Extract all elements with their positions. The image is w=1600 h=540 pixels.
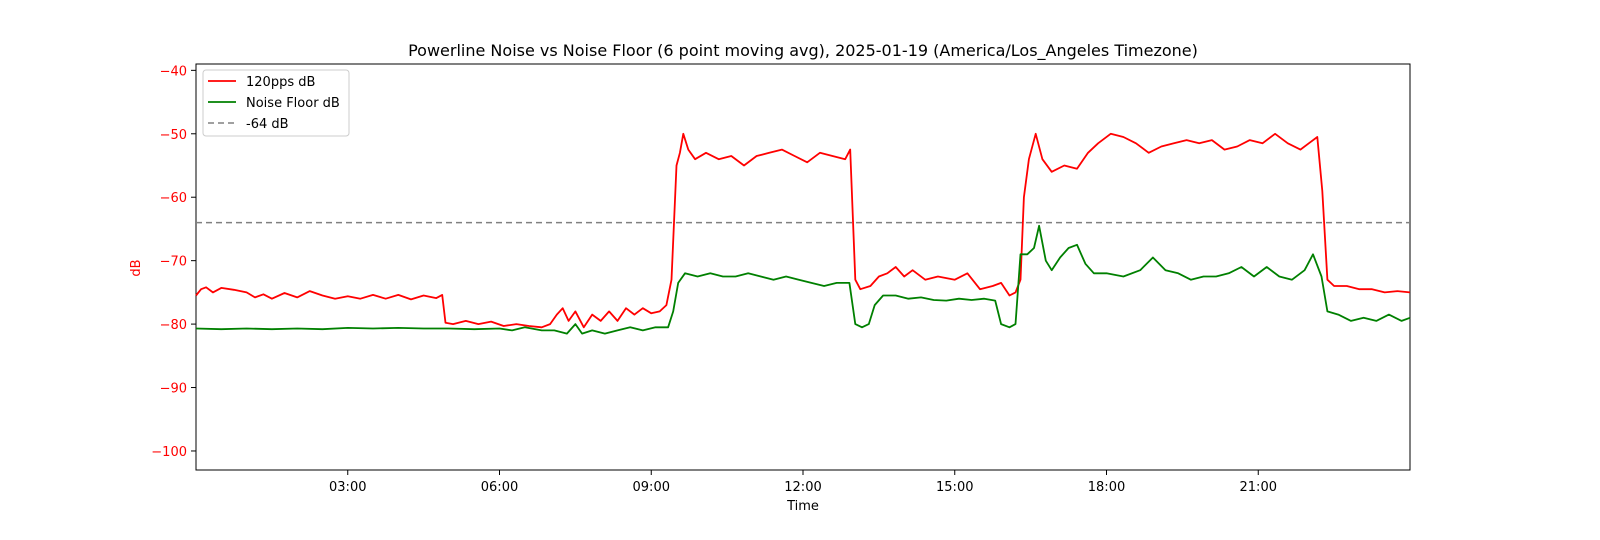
legend-label-1: Noise Floor dB	[246, 96, 340, 111]
x-tick-label: 18:00	[1088, 480, 1125, 495]
series-line-0	[195, 132, 1411, 329]
y-tick-label: −50	[160, 128, 187, 143]
y-tick-label: −60	[160, 191, 187, 206]
x-axis-label: Time	[786, 499, 819, 514]
plot-frame	[195, 63, 1411, 471]
y-tick-label: −70	[160, 255, 187, 270]
x-tick-label: 06:00	[481, 480, 518, 495]
x-tick-label: 12:00	[784, 480, 821, 495]
y-tick-label: −100	[151, 445, 187, 460]
x-tick-label: 15:00	[936, 480, 973, 495]
x-tick-label: 03:00	[329, 480, 366, 495]
legend-frame	[202, 69, 350, 137]
y-tick-label: −90	[160, 382, 187, 397]
y-tick-label: −80	[160, 318, 187, 333]
y-axis-label: dB	[129, 259, 144, 276]
legend-label-2: -64 dB	[246, 117, 289, 132]
plot-area	[195, 63, 1411, 471]
x-tick-label: 09:00	[633, 480, 670, 495]
x-tick-label: 21:00	[1240, 480, 1277, 495]
y-axis: −40 −50 −60 −70 −80 −90 −100	[151, 64, 196, 460]
series-layer	[195, 132, 1411, 335]
legend-label-0: 120pps dB	[246, 75, 315, 90]
chart-title: Powerline Noise vs Noise Floor (6 point …	[408, 41, 1198, 61]
series-line-1	[195, 224, 1411, 335]
y-tick-label: −40	[160, 64, 187, 79]
legend: 120pps dB Noise Floor dB -64 dB	[202, 69, 350, 137]
x-axis: 03:00 06:00 09:00 12:00 15:00 18:00 21:00	[329, 470, 1277, 495]
